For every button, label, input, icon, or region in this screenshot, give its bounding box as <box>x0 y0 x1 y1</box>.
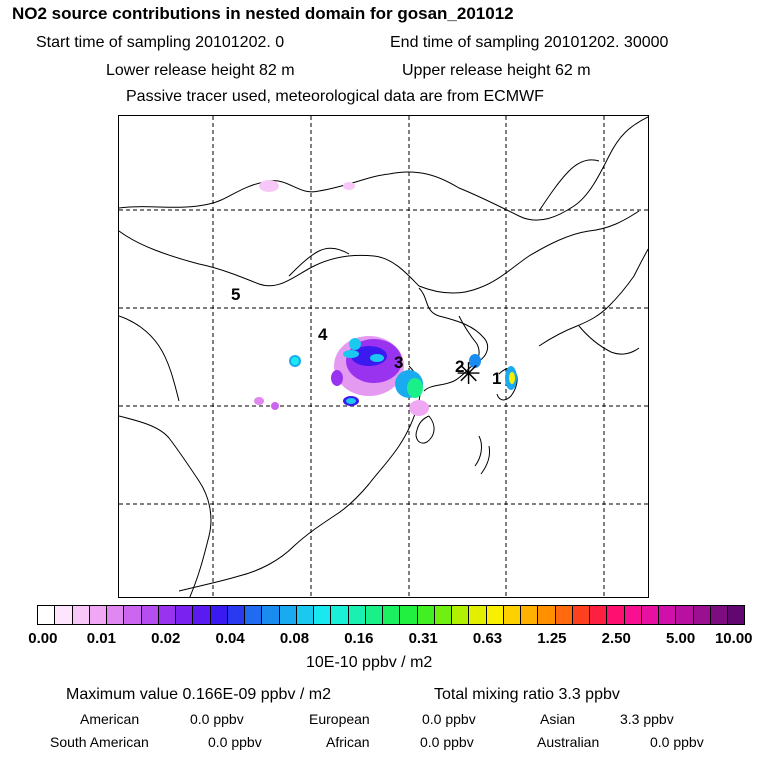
region-south-american-value: 0.0 ppbv <box>208 734 262 750</box>
lower-height-label: Lower release height 82 m <box>106 62 295 79</box>
colorbar-cell <box>262 606 280 624</box>
colorbar-cell <box>624 606 642 624</box>
colorbar-cell <box>503 606 521 624</box>
colorbar-cell <box>314 606 332 624</box>
colorbar-tick-label: 2.50 <box>601 630 631 647</box>
colorbar-cell <box>572 606 590 624</box>
colorbar-cell <box>728 606 745 624</box>
colorbar-cell <box>383 606 401 624</box>
colorbar-cell <box>659 606 677 624</box>
colorbar-cell <box>141 606 159 624</box>
region-european-value: 0.0 ppbv <box>422 711 476 727</box>
colorbar-cell <box>641 606 659 624</box>
map-canvas: 1 2 3 4 5 ✳ <box>119 116 648 597</box>
colorbar-cell <box>590 606 608 624</box>
colorbar-cell <box>676 606 694 624</box>
region-south-american-name: South American <box>50 734 149 750</box>
colorbar-cell <box>693 606 711 624</box>
colorbar-cell <box>245 606 263 624</box>
colorbar-tick-label: 0.01 <box>86 630 116 647</box>
colorbar-cell <box>55 606 73 624</box>
colorbar-tick-label: 0.00 <box>28 630 58 647</box>
start-time-label: Start time of sampling 20101202. 0 <box>36 34 285 51</box>
colorbar-cell <box>331 606 349 624</box>
source-marker-4: 4 <box>318 325 328 344</box>
colorbar-tick-label: 0.63 <box>472 630 503 647</box>
region-american-name: American <box>80 711 140 727</box>
plot-title: NO2 source contributions in nested domai… <box>12 4 514 23</box>
region-australian-value: 0.0 ppbv <box>650 734 704 750</box>
colorbar-cell <box>538 606 556 624</box>
colorbar-cell <box>469 606 487 624</box>
receptor-star-icon: ✳ <box>456 358 481 391</box>
colorbar <box>37 605 745 625</box>
colorbar-tick-label: 0.08 <box>279 630 310 647</box>
end-time-label: End time of sampling 20101202. 30000 <box>390 34 669 51</box>
region-african-name: African <box>326 734 370 750</box>
region-asian-name: Asian <box>540 711 576 727</box>
region-african-value: 0.0 ppbv <box>420 734 474 750</box>
colorbar-cell <box>434 606 452 624</box>
colorbar-tick-label: 10.00 <box>714 630 753 647</box>
colorbar-unit: 10E-10 ppbv / m2 <box>306 654 433 671</box>
colorbar-cell <box>193 606 211 624</box>
colorbar-cell <box>210 606 228 624</box>
region-european-name: European <box>309 711 370 727</box>
colorbar-cell <box>710 606 728 624</box>
colorbar-tick-label: 1.25 <box>537 630 567 647</box>
colorbar-cell <box>417 606 435 624</box>
region-american-value: 0.0 ppbv <box>190 711 244 727</box>
source-marker-5: 5 <box>231 285 240 304</box>
colorbar-cell <box>158 606 176 624</box>
colorbar-cell <box>486 606 504 624</box>
source-marker-1: 1 <box>492 369 501 388</box>
region-asian-value: 3.3 ppbv <box>620 711 674 727</box>
colorbar-cell <box>89 606 107 624</box>
colorbar-tick-label: 5.00 <box>666 630 696 647</box>
colorbar-cell <box>176 606 194 624</box>
max-value-label: Maximum value 0.166E-09 ppbv / m2 <box>66 686 332 703</box>
colorbar-cell <box>38 606 56 624</box>
concentration-field <box>254 180 517 416</box>
colorbar-cell <box>555 606 573 624</box>
colorbar-cell <box>227 606 245 624</box>
colorbar-cell <box>296 606 314 624</box>
map-panel: 1 2 3 4 5 ✳ <box>118 115 649 598</box>
total-mixing-label: Total mixing ratio 3.3 ppbv <box>434 686 620 703</box>
tracer-note: Passive tracer used, meteorological data… <box>126 88 544 105</box>
graticule <box>119 116 648 597</box>
colorbar-tick-label: 0.31 <box>408 630 438 647</box>
colorbar-tick-label: 0.04 <box>215 630 245 647</box>
colorbar-cell <box>124 606 142 624</box>
source-marker-3: 3 <box>394 353 403 372</box>
colorbar-cell <box>365 606 383 624</box>
colorbar-cell <box>607 606 625 624</box>
colorbar-cell <box>521 606 539 624</box>
source-marker-2: 2 <box>455 357 464 376</box>
colorbar-cell <box>279 606 297 624</box>
upper-height-label: Upper release height 62 m <box>402 62 591 79</box>
colorbar-cell <box>107 606 125 624</box>
colorbar-cell <box>348 606 366 624</box>
colorbar-cell <box>400 606 418 624</box>
colorbar-tick-label: 0.02 <box>151 630 181 647</box>
colorbar-tick-label: 0.16 <box>344 630 374 647</box>
colorbar-cell <box>72 606 90 624</box>
colorbar-cell <box>452 606 470 624</box>
region-australian-name: Australian <box>537 734 600 750</box>
